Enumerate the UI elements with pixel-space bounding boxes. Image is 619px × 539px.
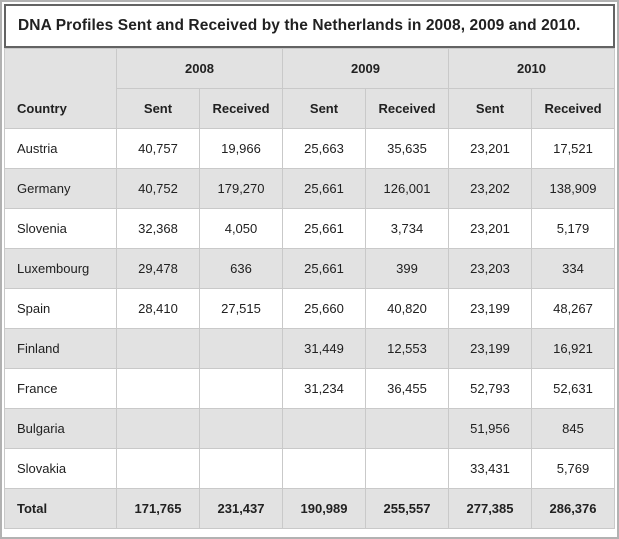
table-footer: Total 171,765 231,437 190,989 255,557 27… — [4, 488, 615, 529]
value-cell — [365, 448, 449, 489]
value-cell: 35,635 — [365, 128, 449, 169]
value-cell — [199, 448, 283, 489]
value-cell: 33,431 — [448, 448, 532, 489]
total-value-cell: 286,376 — [531, 488, 615, 529]
table-title-box: DNA Profiles Sent and Received by the Ne… — [4, 4, 615, 48]
value-cell: 19,966 — [199, 128, 283, 169]
table-row: France 31,234 36,455 52,793 52,631 — [4, 368, 615, 409]
value-cell: 138,909 — [531, 168, 615, 209]
value-cell: 32,368 — [116, 208, 200, 249]
value-cell — [116, 328, 200, 369]
value-cell: 179,270 — [199, 168, 283, 209]
value-cell: 17,521 — [531, 128, 615, 169]
value-cell — [282, 408, 366, 449]
value-cell — [199, 328, 283, 369]
value-cell: 23,202 — [448, 168, 532, 209]
country-cell: Germany — [4, 168, 117, 209]
dna-profiles-table: Country 2008 2009 2010 Sent Received Sen… — [4, 48, 615, 529]
table-row: Slovakia 33,431 5,769 — [4, 448, 615, 489]
value-cell: 126,001 — [365, 168, 449, 209]
value-cell: 52,631 — [531, 368, 615, 409]
table-row: Spain 28,410 27,515 25,660 40,820 23,199… — [4, 288, 615, 329]
value-cell: 25,661 — [282, 168, 366, 209]
value-cell — [282, 448, 366, 489]
value-cell: 334 — [531, 248, 615, 289]
country-cell: Bulgaria — [4, 408, 117, 449]
value-cell: 31,234 — [282, 368, 366, 409]
value-cell: 40,820 — [365, 288, 449, 329]
sub-header-received-2010: Received — [531, 88, 615, 129]
value-cell: 845 — [531, 408, 615, 449]
total-value-cell: 190,989 — [282, 488, 366, 529]
year-header-2009: 2009 — [282, 48, 449, 89]
value-cell: 3,734 — [365, 208, 449, 249]
value-cell: 16,921 — [531, 328, 615, 369]
sub-header-received-2008: Received — [199, 88, 283, 129]
value-cell: 28,410 — [116, 288, 200, 329]
country-cell: Slovakia — [4, 448, 117, 489]
country-cell: Slovenia — [4, 208, 117, 249]
table-header: Country 2008 2009 2010 Sent Received Sen… — [4, 48, 615, 129]
sub-header-received-2009: Received — [365, 88, 449, 129]
year-header-2010: 2010 — [448, 48, 615, 89]
value-cell: 23,199 — [448, 288, 532, 329]
sub-header-row: Sent Received Sent Received Sent Receive… — [5, 88, 615, 129]
value-cell: 48,267 — [531, 288, 615, 329]
total-value-cell: 231,437 — [199, 488, 283, 529]
value-cell: 23,203 — [448, 248, 532, 289]
value-cell: 25,660 — [282, 288, 366, 329]
sub-header-sent-2010: Sent — [448, 88, 532, 129]
table-row: Bulgaria 51,956 845 — [4, 408, 615, 449]
value-cell: 4,050 — [199, 208, 283, 249]
value-cell: 29,478 — [116, 248, 200, 289]
total-value-cell: 171,765 — [116, 488, 200, 529]
country-cell: Spain — [4, 288, 117, 329]
value-cell: 31,449 — [282, 328, 366, 369]
value-cell: 5,769 — [531, 448, 615, 489]
value-cell: 40,752 — [116, 168, 200, 209]
country-column-header: Country — [4, 48, 117, 129]
table-row: Germany 40,752 179,270 25,661 126,001 23… — [4, 168, 615, 209]
table-row: Luxembourg 29,478 636 25,661 399 23,203 … — [4, 248, 615, 289]
table-row: Finland 31,449 12,553 23,199 16,921 — [4, 328, 615, 369]
value-cell: 399 — [365, 248, 449, 289]
value-cell: 12,553 — [365, 328, 449, 369]
country-cell: Austria — [4, 128, 117, 169]
value-cell — [365, 408, 449, 449]
value-cell — [116, 448, 200, 489]
table-row: Austria 40,757 19,966 25,663 35,635 23,2… — [4, 128, 615, 169]
value-cell — [199, 408, 283, 449]
value-cell: 5,179 — [531, 208, 615, 249]
table-title: DNA Profiles Sent and Received by the Ne… — [18, 17, 581, 34]
country-cell: Finland — [4, 328, 117, 369]
value-cell: 40,757 — [116, 128, 200, 169]
country-cell: France — [4, 368, 117, 409]
sub-header-sent-2009: Sent — [282, 88, 366, 129]
table-body: Austria 40,757 19,966 25,663 35,635 23,2… — [4, 128, 615, 489]
country-cell: Luxembourg — [4, 248, 117, 289]
value-cell: 636 — [199, 248, 283, 289]
table-row: Slovenia 32,368 4,050 25,661 3,734 23,20… — [4, 208, 615, 249]
year-header-row: Country 2008 2009 2010 — [4, 48, 615, 129]
total-row: Total 171,765 231,437 190,989 255,557 27… — [4, 488, 615, 529]
year-header-2008: 2008 — [116, 48, 283, 89]
total-value-cell: 255,557 — [365, 488, 449, 529]
value-cell — [116, 368, 200, 409]
value-cell: 25,663 — [282, 128, 366, 169]
value-cell — [116, 408, 200, 449]
value-cell: 51,956 — [448, 408, 532, 449]
value-cell: 52,793 — [448, 368, 532, 409]
value-cell: 27,515 — [199, 288, 283, 329]
value-cell — [199, 368, 283, 409]
sub-header-sent-2008: Sent — [116, 88, 200, 129]
total-value-cell: 277,385 — [448, 488, 532, 529]
value-cell: 25,661 — [282, 248, 366, 289]
value-cell: 23,201 — [448, 128, 532, 169]
value-cell: 25,661 — [282, 208, 366, 249]
total-label: Total — [4, 488, 117, 529]
value-cell: 23,201 — [448, 208, 532, 249]
value-cell: 23,199 — [448, 328, 532, 369]
value-cell: 36,455 — [365, 368, 449, 409]
